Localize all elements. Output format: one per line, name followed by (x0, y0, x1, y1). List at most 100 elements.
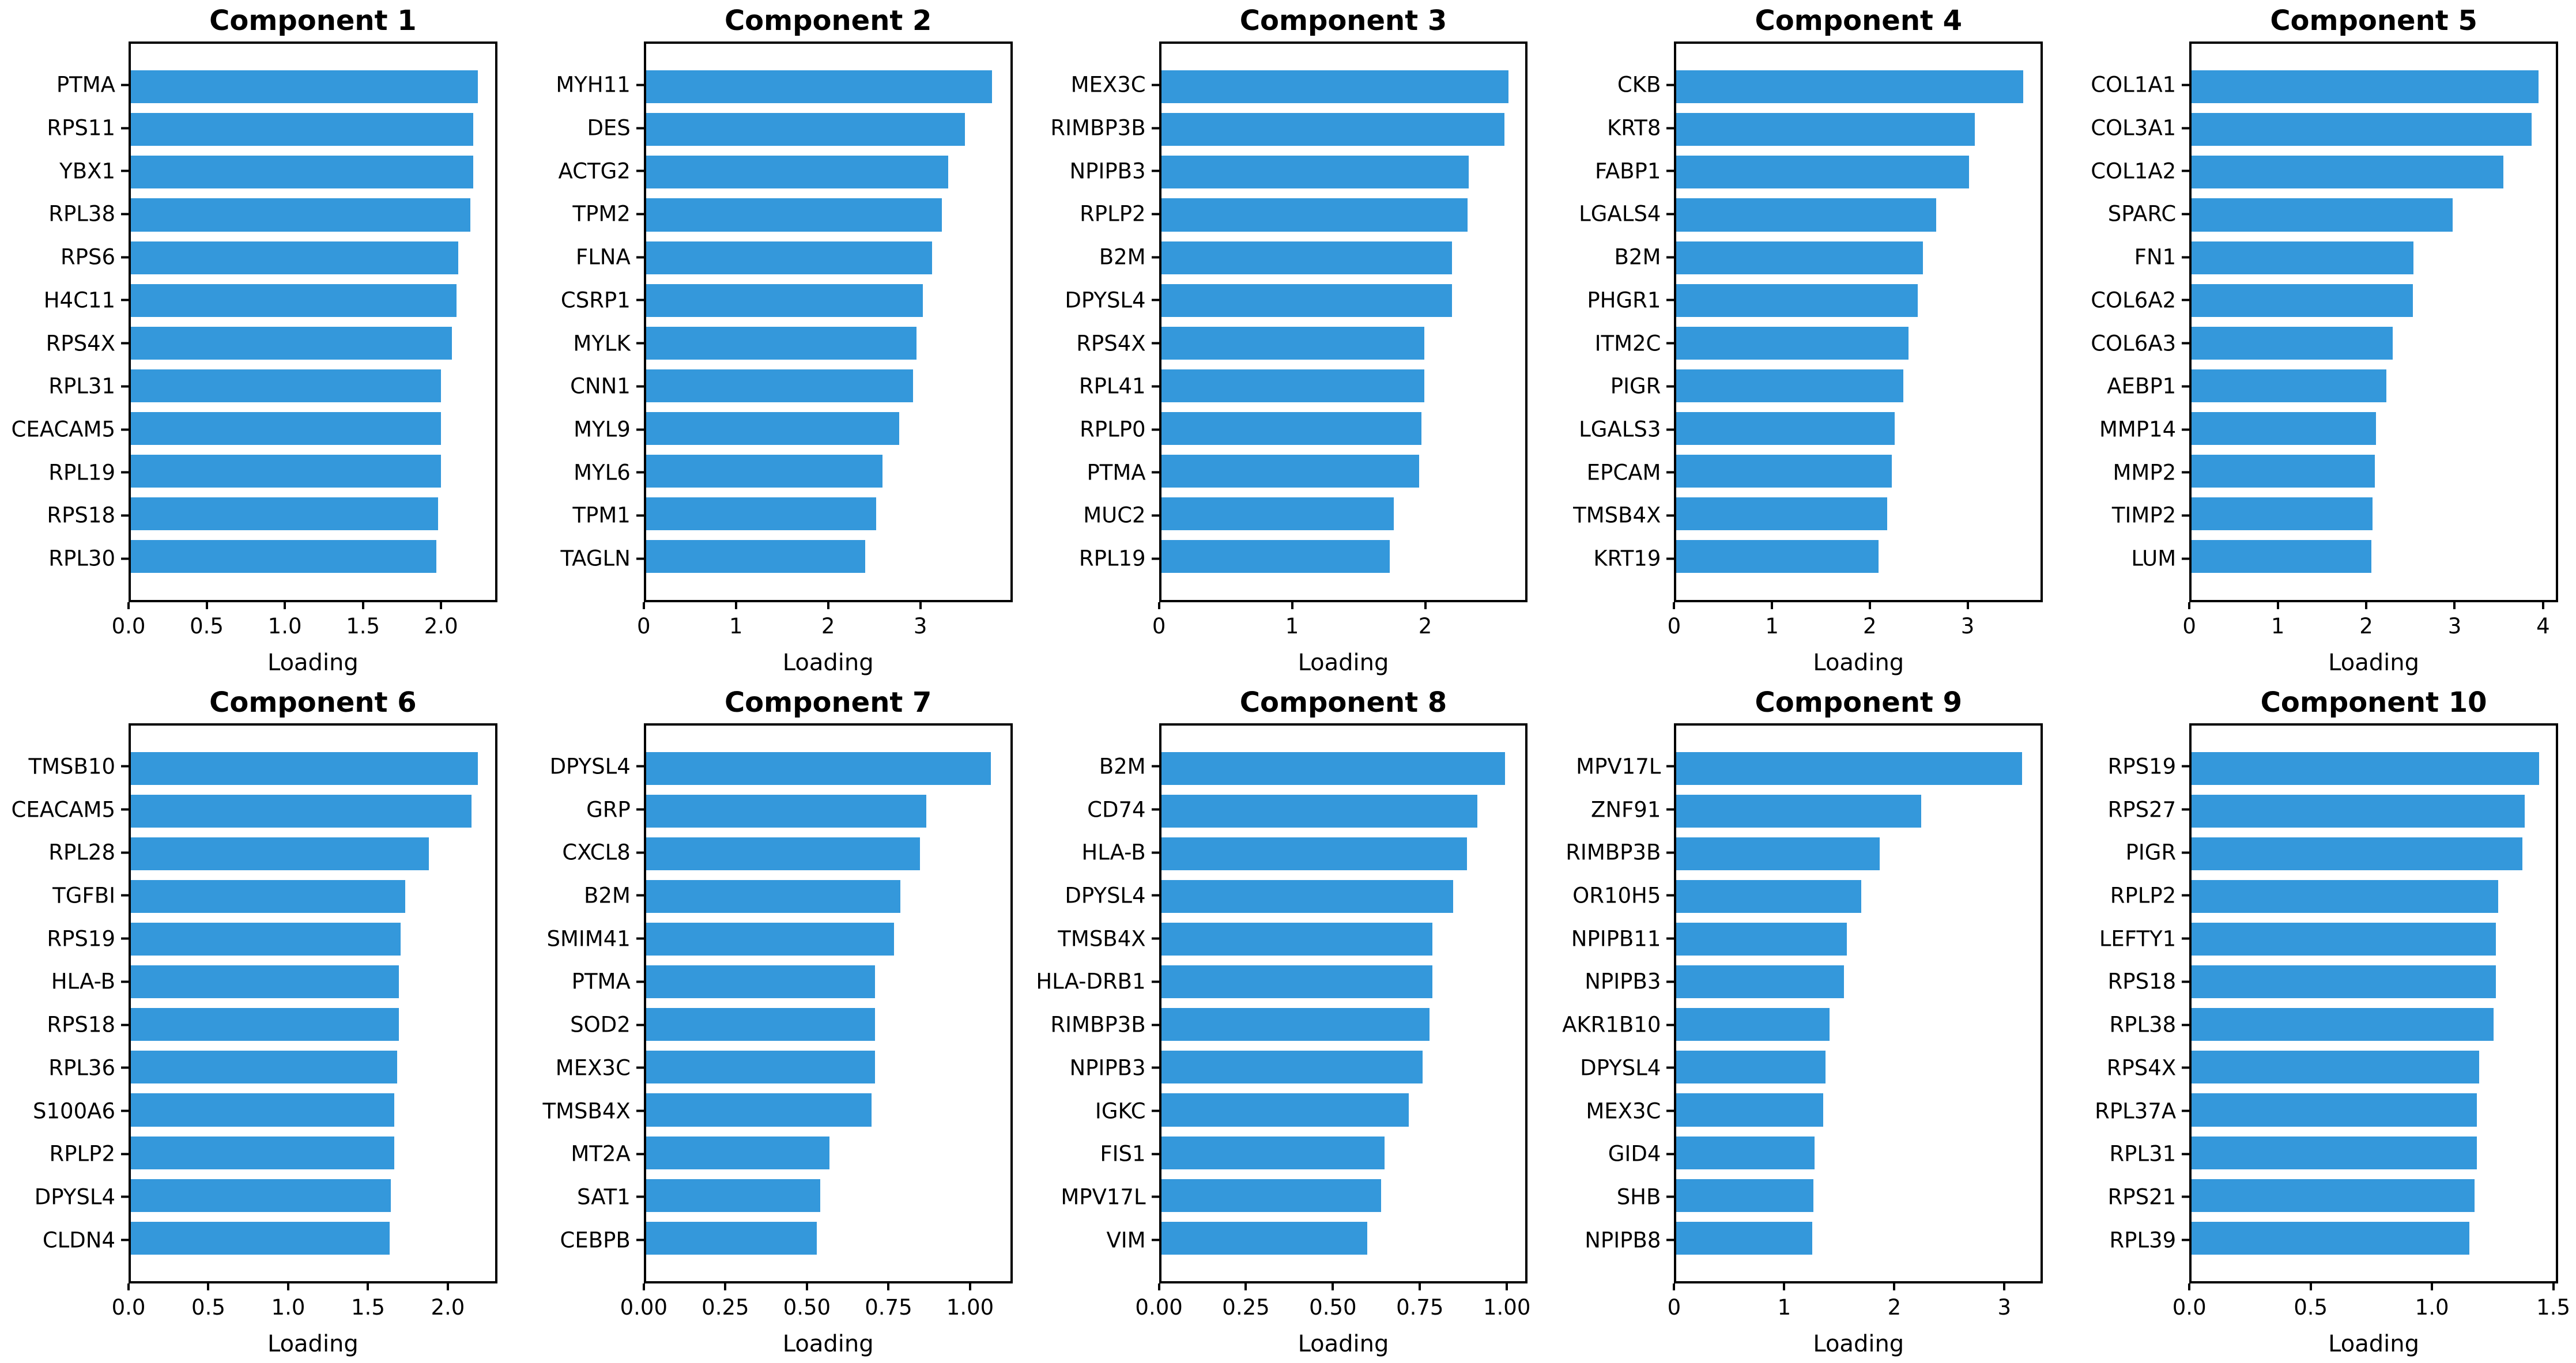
gene-label: COL1A2 (2091, 158, 2177, 184)
gene-label-row: RPLP2 (50, 1142, 129, 1166)
x-tick-mark (2541, 602, 2544, 609)
gene-label: LGALS4 (1579, 201, 1661, 226)
bar-rpl19 (1161, 540, 1390, 573)
gene-label: RIMBP3B (1566, 840, 1661, 865)
gene-label-row: DPYSL4 (1065, 883, 1159, 908)
gene-label: MMP14 (2099, 417, 2177, 442)
y-tick-mark (636, 84, 644, 86)
gene-label: MT2A (571, 1141, 631, 1166)
gene-label-row: H4C11 (44, 288, 129, 312)
bar-npipb8 (1676, 1221, 1813, 1255)
plot-area: DPYSL4 GRP CXCL8 B2M SMIM41 PTMA SOD2 MEX3C TMSB… (515, 723, 1031, 1283)
gene-label-row: RPS18 (2108, 969, 2190, 994)
y-tick-mark (2182, 84, 2190, 86)
bar-b2m (1161, 241, 1452, 274)
gene-label: RPL19 (1078, 546, 1146, 571)
bar-mmp14 (2192, 411, 2376, 445)
gene-label: FN1 (2134, 244, 2177, 270)
gene-label: RPS19 (47, 926, 115, 952)
bar-b2m (1161, 752, 1505, 785)
y-tick-mark (1666, 557, 1674, 560)
x-tick-mark (1868, 602, 1871, 609)
x-tick-label: 2 (1418, 613, 1432, 639)
gene-label: MEX3C (1586, 1098, 1661, 1124)
y-axis-labels: RPS19 RPS27 PIGR RPLP2 LEFTY1 RPS18 RPL38 RPS4X… (2061, 723, 2190, 1284)
y-tick-mark (636, 213, 644, 216)
gene-label-row: NPIPB11 (1571, 926, 1674, 951)
y-tick-mark (636, 937, 644, 940)
subplot-component-1: Component 1 PTMA RPS11 YBX1 RPL38 RPS6 H4C11 RP… (0, 0, 515, 682)
bar-timp2 (2192, 497, 2373, 531)
gene-label: RIMBP3B (1050, 115, 1146, 141)
gene-label: SAT1 (577, 1184, 631, 1210)
gene-label: ITM2C (1594, 331, 1661, 356)
gene-label-row: IGKC (1095, 1098, 1159, 1123)
y-tick-mark (1666, 299, 1674, 301)
y-tick-mark (121, 1195, 129, 1198)
bar-b2m (646, 879, 901, 913)
gene-label: B2M (583, 883, 631, 908)
bar-rps4x (1161, 326, 1424, 360)
y-tick-mark (121, 385, 129, 388)
gene-label-row: RPS27 (2108, 797, 2190, 822)
gene-label: PTMA (1087, 460, 1146, 485)
gene-label: SHB (1616, 1184, 1661, 1210)
gene-label-row: CSRP1 (561, 288, 644, 312)
bar-lefty1 (2192, 923, 2496, 956)
x-tick-mark (642, 1283, 645, 1290)
gene-label: RPS18 (47, 1012, 115, 1037)
x-tick-mark (2003, 1283, 2006, 1290)
x-tick-mark (1673, 1283, 1676, 1290)
plot-box (1674, 41, 2043, 602)
gene-label-row: CLDN4 (43, 1228, 129, 1252)
bar-igkc (1161, 1093, 1409, 1127)
gene-label-row: RPS19 (47, 926, 129, 951)
y-tick-mark (121, 765, 129, 768)
y-tick-mark (636, 1239, 644, 1241)
gene-label: B2M (1099, 244, 1146, 270)
x-tick-mark (1157, 1283, 1160, 1290)
y-tick-mark (1666, 342, 1674, 345)
gene-label: ACTG2 (558, 158, 631, 184)
gene-label: PTMA (571, 969, 631, 994)
bar-cd74 (1161, 794, 1477, 828)
x-tick-label: 1.00 (946, 1295, 994, 1320)
gene-label-row: RPL31 (2109, 1142, 2190, 1166)
y-axis-labels: MPV17L ZNF91 RIMBP3B OR10H5 NPIPB11 NPIPB3 AKR… (1545, 723, 1674, 1284)
x-tick-mark (2276, 602, 2279, 609)
gene-label-row: ZNF91 (1591, 797, 1674, 822)
x-axis-label: Loading (1298, 649, 1389, 676)
gene-label: TPM2 (572, 201, 631, 226)
x-tick-label: 2 (1887, 1295, 1902, 1320)
gene-label: LUM (2131, 546, 2177, 571)
x-axis: 0.00 0.25 0.50 0.75 1.00 Loading (620, 1283, 1013, 1363)
bar-col6a2 (2192, 284, 2413, 317)
gene-label-row: COL6A2 (2091, 288, 2190, 312)
bar-col6a3 (2192, 326, 2393, 360)
bar-mex3c (646, 1051, 875, 1084)
gene-label: FLNA (575, 244, 631, 270)
bar-rps11 (131, 113, 474, 146)
x-tick-label: 0.75 (1396, 1295, 1444, 1320)
gene-label-row: TMSB4X (1058, 926, 1159, 951)
x-axis: 0 1 2 3 Loading (637, 602, 1013, 682)
gene-label: CNN1 (570, 373, 631, 399)
x-tick-label: 0.0 (111, 1295, 146, 1320)
bar-akr1b10 (1676, 1008, 1830, 1041)
x-tick-label: 1.00 (1483, 1295, 1531, 1320)
gene-label-row: GRP (586, 797, 644, 822)
chart-title: Component 9 (1755, 686, 1963, 719)
bar-rpl31 (2192, 1136, 2477, 1169)
x-tick-label: 1 (1777, 1295, 1791, 1320)
gene-label-row: COL1A1 (2091, 73, 2190, 97)
y-tick-mark (636, 471, 644, 474)
bar-cnn1 (646, 369, 913, 402)
x-tick-label: 2 (821, 613, 835, 639)
y-tick-mark (2182, 169, 2190, 172)
bar-rpl36 (131, 1051, 398, 1084)
y-tick-mark (1151, 514, 1159, 517)
y-tick-mark (2182, 127, 2190, 129)
y-tick-mark (2182, 557, 2190, 560)
x-tick-mark (2431, 1283, 2434, 1290)
